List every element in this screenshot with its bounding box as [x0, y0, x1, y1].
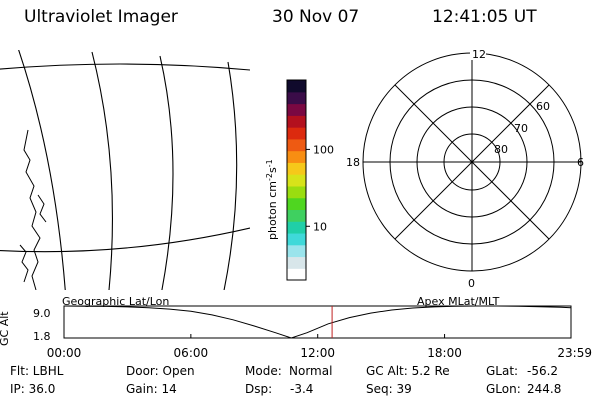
- mlt-label-0: 0: [468, 277, 475, 290]
- ytick-1-8: 1.8: [33, 330, 51, 343]
- date-label: 30 Nov 07: [272, 7, 359, 27]
- dsp-value: -3.4: [290, 382, 313, 396]
- colorbar: 100 10 photon cm-2s-1: [265, 79, 334, 281]
- timeline-ylabel: GC Alt: [0, 311, 11, 346]
- colorbar-cell: [287, 268, 306, 281]
- ip-status: IP: 36.0: [10, 382, 55, 396]
- colorbar-tick-label: 10: [313, 220, 327, 233]
- colorbar-tick-label: 100: [313, 143, 334, 156]
- xtick-label: 18:00: [427, 346, 462, 360]
- mlt-label-6: 6: [577, 156, 584, 169]
- mode-label: Mode:: [245, 364, 282, 378]
- xtick-label: 23:59: [557, 346, 592, 360]
- colorbar-cell: [287, 162, 306, 175]
- time-label: 12:41:05 UT: [432, 7, 537, 27]
- timeline-xticks: 00:00 06:00 12:00 18:00 23:59: [47, 334, 592, 360]
- colorbar-cell: [287, 127, 306, 140]
- polar-aurora: [519, 101, 581, 165]
- mlt-label-12: 12: [472, 48, 486, 61]
- mlat-label-80: 80: [494, 143, 508, 156]
- instrument-title: Ultraviolet Imager: [24, 7, 178, 27]
- colorbar-cell: [287, 91, 306, 105]
- colorbar-ticks: 100 10: [306, 143, 334, 233]
- mode-value: Normal: [289, 364, 332, 378]
- polar-plot: 12 18 6 0 80 70 60: [344, 47, 584, 290]
- timeline-plot: [63, 305, 572, 339]
- geo-grid: [0, 50, 250, 290]
- door-status: Door: Open: [126, 364, 195, 378]
- gc-alt-status: GC Alt: 5.2 Re: [366, 364, 450, 378]
- aurora-emission-image: [29, 90, 224, 286]
- colorbar-cell: [287, 103, 306, 116]
- glon-value: 244.8: [527, 382, 561, 396]
- colorbar-cell: [287, 150, 306, 163]
- apex-caption: Apex MLat/MLT: [417, 295, 500, 308]
- mlat-label-70: 70: [514, 122, 528, 135]
- filter-status: Flt: LBHL: [10, 364, 64, 378]
- colorbar-gradient: [287, 80, 306, 281]
- xtick-label: 00:00: [47, 346, 82, 360]
- glon-label: GLon:: [486, 382, 521, 396]
- colorbar-cell: [287, 256, 306, 269]
- colorbar-cell: [287, 80, 306, 93]
- dsp-label: Dsp:: [245, 382, 272, 396]
- mlt-axis-diag2: [394, 84, 550, 240]
- colorbar-cell: [287, 197, 306, 211]
- coastline: [19, 129, 47, 290]
- colorbar-cell: [287, 185, 306, 199]
- colorbar-cell: [287, 244, 306, 258]
- geographic-caption: Geographic Lat/Lon: [62, 295, 169, 308]
- geographic-image: [0, 50, 250, 290]
- colorbar-cell: [287, 209, 306, 222]
- xtick-label: 06:00: [174, 346, 209, 360]
- status-footer: Flt: LBHL IP: 36.0 Door: Open Gain: 14 M…: [10, 364, 561, 396]
- colorbar-cell: [287, 232, 306, 246]
- sequence-status: Seq: 39: [366, 382, 412, 396]
- colorbar-frame: [286, 79, 307, 281]
- colorbar-cell: [287, 115, 306, 128]
- glat-label: GLat:: [486, 364, 518, 378]
- ytick-9-0: 9.0: [33, 307, 51, 320]
- glat-value: -56.2: [527, 364, 558, 378]
- colorbar-cell: [287, 221, 306, 234]
- gain-status: Gain: 14: [126, 382, 177, 396]
- mlt-label-18: 18: [346, 156, 360, 169]
- colorbar-cell: [287, 138, 306, 152]
- altitude-curve: [63, 305, 572, 339]
- colorbar-cell: [287, 174, 306, 187]
- mlat-label-60: 60: [536, 100, 550, 113]
- timeline-frame: [63, 305, 572, 339]
- altitude-timeline: GC Alt 9.0 1.8 Geographic Lat/Lon Apex M…: [0, 295, 592, 360]
- colorbar-unit-label: photon cm-2s-1: [265, 159, 279, 240]
- xtick-label: 12:00: [300, 346, 335, 360]
